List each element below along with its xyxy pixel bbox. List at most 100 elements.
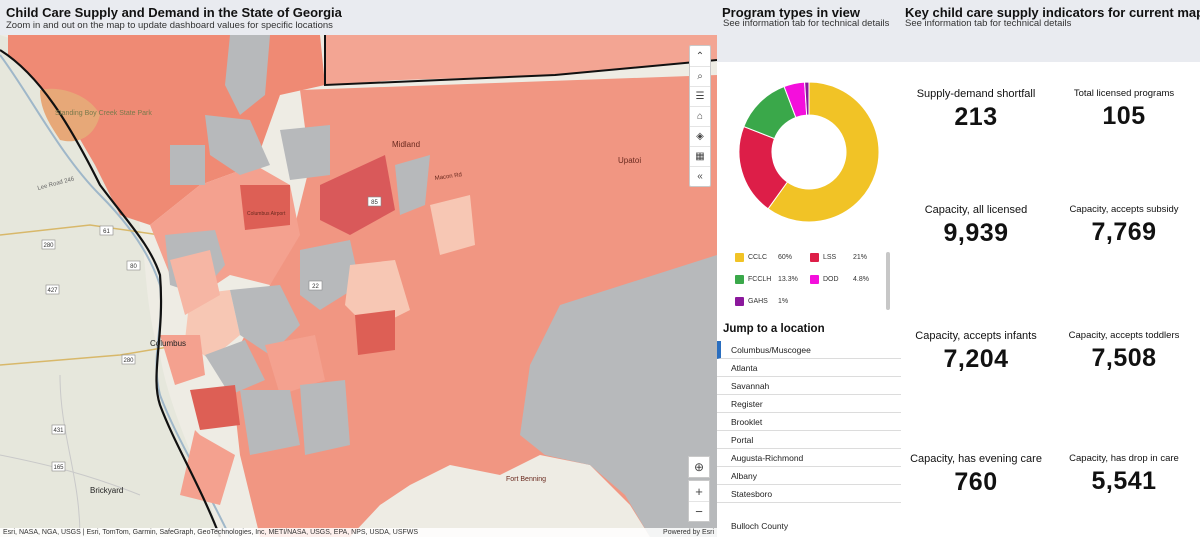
list-icon: ☰ [695, 91, 705, 102]
county-boundary [324, 35, 717, 87]
road-shield [126, 260, 141, 271]
road-shield-label: 431 [53, 428, 64, 434]
powered-by-esri[interactable]: Powered by Esri [663, 529, 714, 536]
kpi-card: Total licensed programs 105 [1049, 88, 1199, 131]
legend-item-lss[interactable]: LSS 21% [810, 253, 885, 262]
collapse-button[interactable]: « [690, 166, 710, 186]
chevron-up-icon: ⌃ [695, 50, 705, 62]
road-shield [121, 354, 136, 365]
kpi-label: Total licensed programs [1073, 88, 1175, 99]
kpi-card: Capacity, accepts infants 7,204 [901, 330, 1051, 374]
search-button[interactable]: ⌕ [690, 66, 710, 86]
program-types-subtitle: See information tab for technical detail… [723, 18, 890, 29]
zoom-out-button[interactable]: − [689, 501, 709, 521]
map-subtitle: Zoom in and out on the map to update das… [6, 20, 333, 31]
road [0, 344, 181, 366]
legend-swatch [735, 275, 744, 284]
legend-swatch [810, 275, 819, 284]
legend-scrollbar[interactable] [886, 252, 890, 310]
census-tract [240, 185, 290, 230]
road-shield [308, 280, 323, 291]
layers-icon: ◈ [696, 131, 704, 142]
kpi-label: Supply-demand shortfall [916, 88, 1036, 100]
legend-label: DOD [823, 276, 839, 283]
indicators-panel-header: Key child care supply indicators for cur… [901, 0, 1200, 62]
map-label-airport: Columbus Airport [247, 211, 286, 217]
map-attribution: Esri, NASA, NGA, USGS | Esri, TomTom, Ga… [0, 528, 717, 537]
census-tract [300, 240, 360, 310]
legend-item-cclc[interactable]: CCLC 60% [735, 253, 810, 262]
kpi-value: 105 [1102, 102, 1146, 130]
legend-swatch [810, 253, 819, 262]
map-title: Child Care Supply and Demand in the Stat… [6, 5, 342, 20]
road-shield-label: 22 [312, 284, 319, 290]
program-panel-header: Program types in view See information ta… [717, 0, 901, 62]
kpi-card: Supply-demand shortfall 213 [901, 88, 1051, 132]
census-tract [190, 385, 240, 430]
jump-location-item[interactable]: Savannah [717, 377, 901, 395]
donut-slice-cclc[interactable] [767, 81, 880, 223]
kpi-value: 7,204 [943, 345, 1009, 373]
map-canvas[interactable]: Standing Boy Creek State Park Midland Up… [0, 35, 717, 537]
indicators-subtitle: See information tab for technical detail… [905, 18, 1072, 29]
map-panel: Child Care Supply and Demand in the Stat… [0, 5, 717, 537]
legend-swatch [735, 297, 744, 306]
census-tract [160, 395, 235, 505]
qr-code-button[interactable]: ▦ [690, 146, 710, 166]
census-tract [265, 335, 325, 395]
jump-location-item[interactable]: Columbus/Muscogee [717, 341, 901, 359]
road-shield-label: 280 [123, 358, 134, 364]
road [59, 374, 81, 537]
layers-button[interactable]: ◈ [690, 126, 710, 146]
map-label-road: Macon Rd [434, 172, 462, 182]
legend-label: LSS [823, 254, 837, 261]
locate-button[interactable]: ⊕ [688, 456, 710, 478]
kpi-value: 5,541 [1091, 467, 1157, 495]
jump-to-location-title: Jump to a location [723, 323, 825, 335]
road-shield-label: 165 [53, 465, 64, 471]
map-view[interactable]: Standing Boy Creek State Park Midland Up… [0, 35, 717, 537]
jump-location-item[interactable]: Atlanta [717, 359, 901, 377]
census-tract [205, 340, 265, 395]
list-button[interactable]: ☰ [690, 86, 710, 106]
fort-benning-area [520, 255, 717, 537]
home-button[interactable]: ⌂ [690, 106, 710, 126]
jump-location-item[interactable]: Augusta-Richmond [717, 449, 901, 467]
census-tract [320, 155, 395, 235]
road-shield-label: 85 [371, 200, 378, 206]
jump-location-list: Columbus/Muscogee Atlanta Savannah Register… [717, 341, 901, 503]
road-shield-label: 80 [130, 264, 137, 270]
legend-item-fcclh[interactable]: FCCLH 13.3% [735, 275, 810, 284]
jump-location-bulloch-county[interactable]: Bulloch County [731, 521, 789, 531]
donut-slice-gahs[interactable] [804, 81, 810, 116]
road-shield-label: 280 [43, 243, 54, 249]
map-toolbar: ⌃ ⌕ ☰ ⌂ ◈ ▦ « [689, 45, 711, 187]
zoom-in-button[interactable]: + [695, 483, 703, 499]
map-label-fort-benning: Fort Benning [506, 476, 546, 483]
legend-swatch [735, 253, 744, 262]
census-tract [355, 310, 395, 355]
legend-item-gahs[interactable]: GAHS 1% [735, 297, 810, 306]
road-shield [41, 239, 56, 250]
state-park [40, 88, 100, 142]
legend-item-dod[interactable]: DOD 4.8% [810, 275, 885, 284]
home-icon: ⌂ [696, 111, 704, 122]
kpi-card: Capacity, accepts toddlers 7,508 [1049, 330, 1199, 373]
jump-location-item[interactable]: Albany [717, 467, 901, 485]
census-tract [170, 145, 205, 185]
legend-label: CCLC [748, 254, 768, 261]
jump-location-item[interactable]: Portal [717, 431, 901, 449]
road-shield [51, 424, 66, 435]
jump-location-item[interactable]: Register [717, 395, 901, 413]
kpi-card: Capacity, has evening care 760 [901, 453, 1051, 497]
jump-location-item[interactable]: Statesboro [717, 485, 901, 503]
legend-label: GAHS [748, 298, 768, 305]
collapse-icon: « [697, 171, 703, 182]
kpi-value: 760 [954, 468, 998, 496]
program-types-panel: Program types in view See information ta… [717, 0, 901, 537]
chevron-up-button[interactable]: ⌃ [690, 46, 710, 66]
attribution-text[interactable]: Esri, NASA, NGA, USGS | Esri, TomTom, Ga… [3, 529, 419, 536]
jump-location-item[interactable]: Brooklet [717, 413, 901, 431]
road-shield [45, 284, 60, 295]
census-tract [205, 115, 270, 175]
